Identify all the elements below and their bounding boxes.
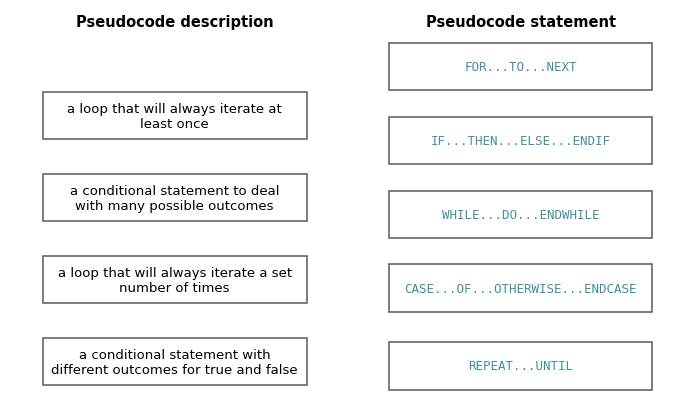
FancyBboxPatch shape bbox=[389, 118, 652, 164]
Text: FOR...TO...NEXT: FOR...TO...NEXT bbox=[464, 61, 577, 74]
FancyBboxPatch shape bbox=[42, 175, 307, 222]
FancyBboxPatch shape bbox=[389, 265, 652, 312]
Text: a loop that will always iterate at
least once: a loop that will always iterate at least… bbox=[67, 103, 282, 130]
Text: WHILE...DO...ENDWHILE: WHILE...DO...ENDWHILE bbox=[442, 208, 599, 221]
Text: Pseudocode statement: Pseudocode statement bbox=[425, 15, 616, 30]
FancyBboxPatch shape bbox=[389, 44, 652, 91]
Text: CASE...OF...OTHERWISE...ENDCASE: CASE...OF...OTHERWISE...ENDCASE bbox=[404, 282, 637, 295]
Text: REPEAT...UNTIL: REPEAT...UNTIL bbox=[468, 360, 573, 373]
Text: Pseudocode description: Pseudocode description bbox=[76, 15, 273, 30]
Text: a conditional statement to deal
with many possible outcomes: a conditional statement to deal with man… bbox=[70, 184, 279, 212]
Text: IF...THEN...ELSE...ENDIF: IF...THEN...ELSE...ENDIF bbox=[431, 135, 610, 148]
Text: a loop that will always iterate a set
number of times: a loop that will always iterate a set nu… bbox=[58, 266, 292, 294]
FancyBboxPatch shape bbox=[389, 191, 652, 238]
FancyBboxPatch shape bbox=[42, 93, 307, 140]
Text: a conditional statement with
different outcomes for true and false: a conditional statement with different o… bbox=[51, 348, 298, 376]
FancyBboxPatch shape bbox=[389, 342, 652, 389]
FancyBboxPatch shape bbox=[42, 257, 307, 303]
FancyBboxPatch shape bbox=[42, 339, 307, 385]
